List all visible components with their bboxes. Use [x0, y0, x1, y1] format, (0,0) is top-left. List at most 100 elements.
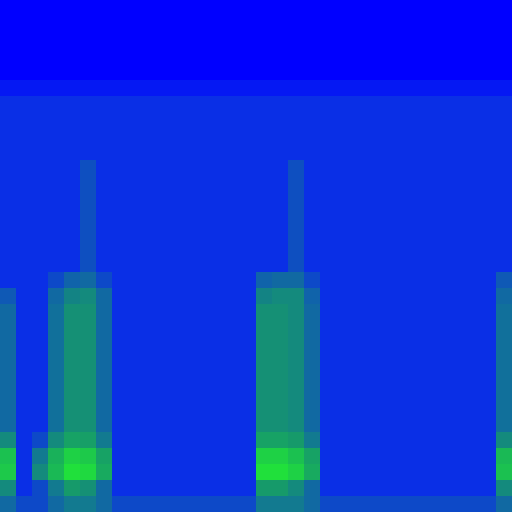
cell: [448, 288, 465, 305]
cell: [32, 368, 49, 385]
cell: [256, 128, 273, 145]
cell: [432, 192, 449, 209]
cell: [448, 384, 465, 401]
cell: [0, 464, 17, 481]
cell: [192, 224, 209, 241]
cell: [112, 400, 129, 417]
cell: [64, 368, 81, 385]
cell: [272, 80, 289, 97]
cell: [272, 256, 289, 273]
cell: [368, 0, 385, 17]
cell: [32, 208, 49, 225]
cell: [80, 272, 97, 289]
cell: [160, 144, 177, 161]
cell: [256, 176, 273, 193]
cell: [320, 352, 337, 369]
cell: [32, 272, 49, 289]
cell: [144, 320, 161, 337]
cell: [128, 288, 145, 305]
cell: [272, 432, 289, 449]
cell: [416, 112, 433, 129]
cell: [240, 224, 257, 241]
cell: [304, 32, 321, 49]
cell: [352, 208, 369, 225]
cell: [16, 256, 33, 273]
cell: [160, 320, 177, 337]
cell: [240, 352, 257, 369]
cell: [176, 432, 193, 449]
cell: [80, 320, 97, 337]
cell: [224, 352, 241, 369]
cell: [32, 352, 49, 369]
cell: [240, 192, 257, 209]
cell: [128, 384, 145, 401]
cell: [256, 240, 273, 257]
cell: [80, 80, 97, 97]
cell: [128, 80, 145, 97]
cell: [208, 368, 225, 385]
cell: [496, 384, 512, 401]
cell: [16, 240, 33, 257]
cell: [160, 32, 177, 49]
cell: [480, 304, 497, 321]
cell: [48, 496, 65, 512]
cell: [80, 352, 97, 369]
cell: [416, 192, 433, 209]
cell: [64, 304, 81, 321]
cell: [288, 32, 305, 49]
cell: [96, 96, 113, 113]
cell: [64, 208, 81, 225]
cell: [272, 112, 289, 129]
cell: [336, 208, 353, 225]
cell: [32, 144, 49, 161]
cell: [416, 160, 433, 177]
cell: [416, 352, 433, 369]
cell: [32, 96, 49, 113]
cell: [240, 368, 257, 385]
cell: [384, 416, 401, 433]
cell: [48, 384, 65, 401]
cell: [48, 128, 65, 145]
cell: [272, 352, 289, 369]
cell: [320, 256, 337, 273]
cell: [176, 288, 193, 305]
cell: [320, 48, 337, 65]
cell: [368, 288, 385, 305]
cell: [144, 496, 161, 512]
cell: [288, 192, 305, 209]
cell: [400, 0, 417, 17]
cell: [352, 128, 369, 145]
cell: [464, 464, 481, 481]
cell: [0, 272, 17, 289]
cell: [0, 256, 17, 273]
cell: [160, 192, 177, 209]
cell: [16, 32, 33, 49]
cell: [496, 288, 512, 305]
cell: [368, 128, 385, 145]
cell: [448, 304, 465, 321]
cell: [352, 176, 369, 193]
cell: [176, 240, 193, 257]
cell: [128, 64, 145, 81]
cell: [256, 336, 273, 353]
cell: [256, 320, 273, 337]
cell: [208, 32, 225, 49]
cell: [208, 352, 225, 369]
cell: [240, 304, 257, 321]
cell: [496, 480, 512, 497]
cell: [208, 112, 225, 129]
cell: [128, 144, 145, 161]
cell: [432, 320, 449, 337]
cell: [368, 416, 385, 433]
cell: [352, 112, 369, 129]
cell: [416, 0, 433, 17]
cell: [256, 144, 273, 161]
cell: [480, 80, 497, 97]
cell: [432, 160, 449, 177]
cell: [448, 96, 465, 113]
cell: [128, 112, 145, 129]
cell: [304, 336, 321, 353]
cell: [352, 192, 369, 209]
cell: [80, 144, 97, 161]
cell: [304, 16, 321, 33]
